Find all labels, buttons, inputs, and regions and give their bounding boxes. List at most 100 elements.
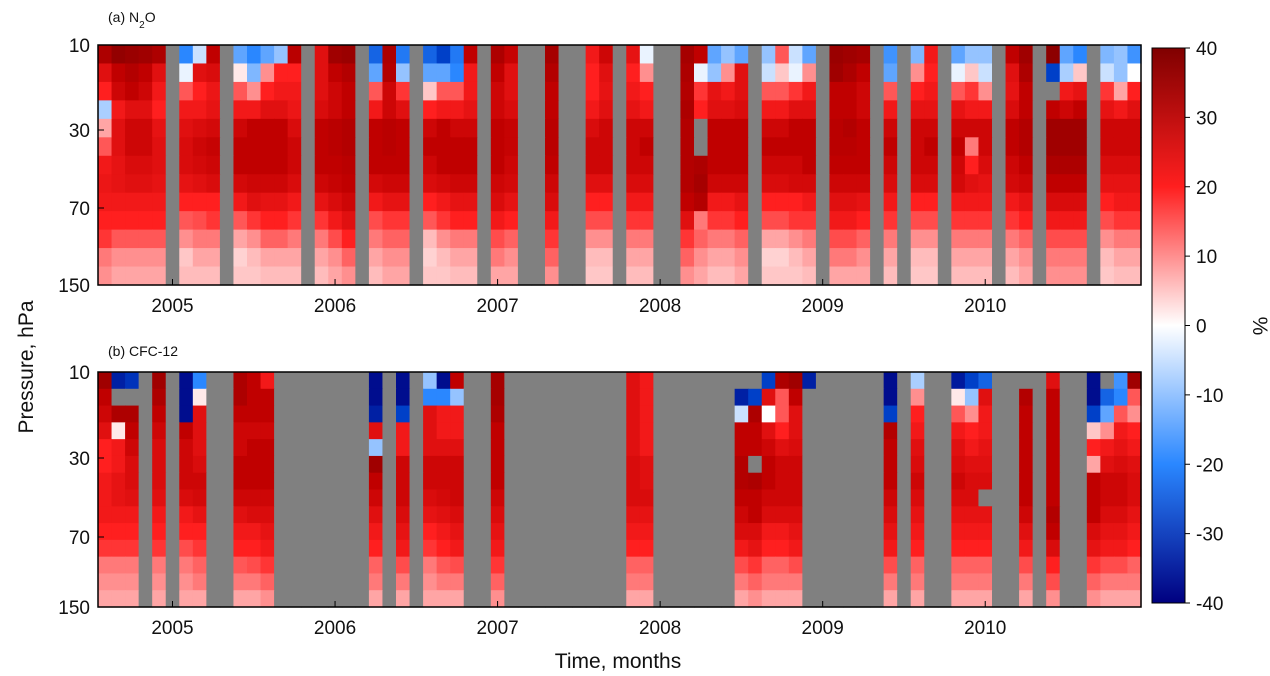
heatmap-cell [328, 192, 343, 212]
heatmap-cell [1086, 523, 1101, 541]
heatmap-cell [382, 556, 397, 575]
heatmap-cell [734, 439, 749, 457]
heatmap-cell [572, 455, 587, 474]
heatmap-cell [856, 489, 871, 507]
heatmap-cell [531, 137, 546, 157]
heatmap-cell [639, 556, 654, 575]
heatmap-cell [1032, 155, 1047, 175]
heatmap-cell [572, 489, 587, 507]
heatmap-cell [1113, 155, 1129, 175]
heatmap-cell [951, 523, 966, 541]
heatmap-cell [937, 405, 952, 423]
heatmap-cell [856, 45, 871, 65]
heatmap-cell [260, 266, 275, 286]
heatmap-cell [829, 192, 844, 212]
x-tick-label: 2008 [639, 296, 681, 317]
heatmap-cell [856, 472, 871, 491]
heatmap-cell [788, 63, 803, 83]
heatmap-cell [1100, 229, 1115, 249]
heatmap-cell [680, 422, 695, 440]
heatmap-cell [843, 388, 858, 407]
heatmap-cell [775, 229, 790, 249]
heatmap-cell [531, 388, 546, 407]
heatmap-cell [964, 229, 980, 249]
heatmap-cell [192, 192, 207, 212]
heatmap-cell [396, 388, 411, 407]
heatmap-cell [125, 137, 140, 157]
heatmap-cell [883, 137, 898, 157]
heatmap-cell [98, 155, 113, 175]
heatmap-cell [152, 81, 167, 101]
heatmap-cell [1113, 174, 1129, 194]
heatmap-cell [910, 372, 925, 390]
heatmap-cell [924, 372, 939, 390]
heatmap-cell [1005, 539, 1020, 558]
heatmap-cell [504, 556, 519, 575]
heatmap-cell [572, 155, 587, 175]
heatmap-cell [856, 388, 871, 407]
heatmap-cell [829, 174, 844, 194]
heatmap-cell [219, 439, 235, 457]
heatmap-cell [219, 422, 235, 440]
heatmap-cell [639, 248, 654, 268]
heatmap-cell [98, 81, 113, 101]
heatmap-cell [829, 248, 844, 268]
heatmap-cell [964, 155, 980, 175]
heatmap-cell [883, 489, 898, 507]
heatmap-cell [368, 472, 384, 491]
heatmap-cell [558, 405, 573, 423]
heatmap-cell [734, 556, 749, 575]
heatmap-cell [870, 523, 885, 541]
heatmap-cell [1005, 422, 1020, 440]
heatmap-cell [585, 455, 600, 474]
heatmap-cell [1032, 388, 1047, 407]
heatmap-cell [287, 556, 302, 575]
heatmap-cell [1086, 137, 1101, 157]
heatmap-cell [517, 63, 533, 83]
heatmap-cell [463, 45, 478, 65]
plot-frame-b [97, 371, 1142, 608]
heatmap-cell [1019, 137, 1034, 157]
heatmap-cell [802, 45, 817, 65]
heatmap-cell [545, 372, 560, 390]
heatmap-cell [612, 573, 627, 591]
heatmap-cell [734, 422, 749, 440]
heatmap-cell [152, 388, 167, 407]
heatmap-cell [910, 489, 925, 507]
heatmap-cell [247, 439, 262, 457]
heatmap-cell [355, 248, 370, 268]
heatmap-cell [843, 539, 858, 558]
x-ticks-b: 2005 2006 2007 2008 2009 2010 [151, 601, 1006, 639]
heatmap-cell [138, 229, 153, 249]
heatmap-cell [125, 539, 140, 558]
heatmap-cell [545, 422, 560, 440]
heatmap-cell [517, 573, 533, 591]
heatmap-cell [829, 439, 844, 457]
heatmap-cell [531, 118, 546, 138]
heatmap-cell [314, 523, 329, 541]
heatmap-cell [572, 590, 587, 608]
x-tick-label: 2006 [314, 618, 356, 639]
heatmap-cell [1005, 523, 1020, 541]
heatmap-cell [910, 174, 925, 194]
heatmap-cell [978, 489, 993, 507]
heatmap-cell [504, 573, 519, 591]
heatmap-cell [856, 100, 871, 120]
colorbar-tick-label: -10 [1196, 386, 1223, 407]
heatmap-cell [328, 506, 343, 524]
heatmap-cell [192, 472, 207, 491]
heatmap-cell [165, 229, 180, 249]
heatmap-cell [274, 422, 289, 440]
heatmap-cell [883, 539, 898, 558]
heatmap-cell [125, 573, 140, 591]
heatmap-cell [1005, 573, 1020, 591]
heatmap-cell [937, 63, 952, 83]
heatmap-cell [802, 174, 817, 194]
heatmap-cell [843, 137, 858, 157]
heatmap-cell [1046, 472, 1061, 491]
heatmap-cell [761, 211, 776, 231]
heatmap-cell [1127, 523, 1142, 541]
heatmap-cell [274, 489, 289, 507]
heatmap-cell [951, 248, 966, 268]
heatmap-cell [409, 422, 424, 440]
